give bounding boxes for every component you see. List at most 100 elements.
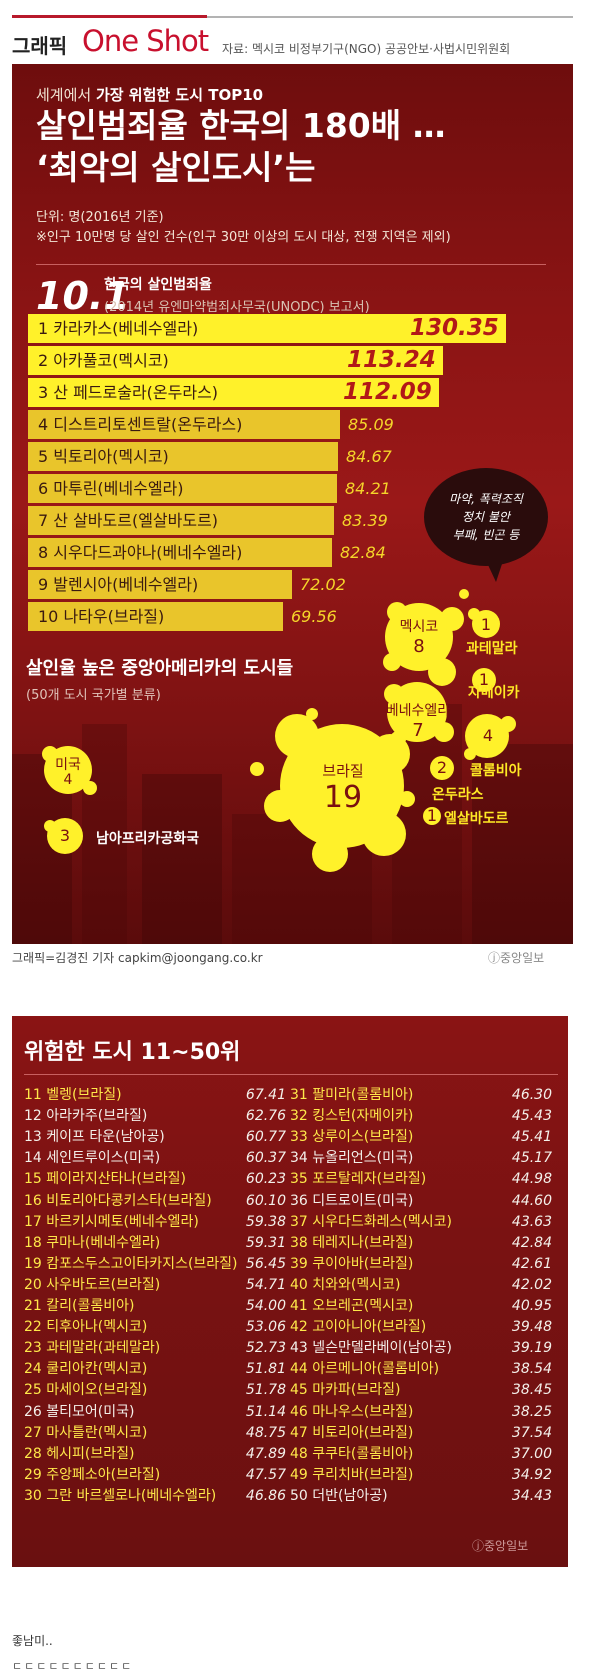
table-row: 41 오브레곤(멕시코) 40.95 <box>290 1295 552 1317</box>
row-rank: 14 <box>24 1150 47 1167</box>
row-value: 60.77 <box>245 1129 286 1146</box>
row-value: 40.95 <box>511 1298 552 1314</box>
row-name: 마나우스(브라질) <box>312 1403 414 1420</box>
row-value: 39.19 <box>511 1340 552 1357</box>
southafrica-label: 남아프리카공화국 <box>96 831 200 847</box>
row-rank: 25 <box>24 1382 47 1399</box>
joongang-logo: ⓙ중앙일보 <box>488 951 545 965</box>
bar-2 <box>28 346 443 375</box>
row-value: 37.00 <box>511 1445 552 1462</box>
bar-value-9: 72.02 <box>300 575 346 594</box>
row-value: 51.78 <box>245 1382 286 1399</box>
row-rank: 17 <box>24 1213 47 1230</box>
bar-label-1: 1 카라카스(베네수엘라) <box>38 319 199 338</box>
row-rank: 20 <box>24 1276 47 1293</box>
bar-value-6: 84.21 <box>345 479 391 498</box>
row-value: 48.75 <box>245 1424 286 1441</box>
row-value: 52.73 <box>245 1340 286 1357</box>
row-value: 39.48 <box>511 1319 552 1336</box>
row-value: 34.43 <box>511 1487 552 1504</box>
venezuela-label: 베네수엘라 <box>385 703 451 719</box>
korea-rate-label: 한국의 살인범죄율 <box>104 277 212 293</box>
row-name: 그란 바르셀로나(베네수엘라) <box>46 1487 217 1504</box>
row-rank: 45 <box>290 1382 313 1399</box>
table-row: 50 더반(남아공) 34.43 <box>290 1485 552 1507</box>
row-name: 킹스턴(자메이카) <box>312 1108 414 1125</box>
row-rank: 32 <box>290 1108 313 1125</box>
row-name: 사우바도르(브라질) <box>46 1276 161 1293</box>
row-name: 과테말라(과테말라) <box>46 1340 161 1357</box>
row-value: 59.38 <box>245 1213 286 1230</box>
row-value: 47.89 <box>245 1445 286 1462</box>
mexico-count: 8 <box>413 636 425 657</box>
row-rank: 49 <box>290 1466 313 1483</box>
table-row: 19 캄포스두스고이타카지스(브라질) 56.45 <box>24 1253 286 1275</box>
row-name: 시우다드화레스(멕시코) <box>312 1213 452 1230</box>
row-rank: 43 <box>290 1340 313 1357</box>
guatemala-count: 1 <box>480 615 492 634</box>
elsalvador-count: 1 <box>426 806 438 825</box>
row-rank: 48 <box>290 1445 313 1462</box>
row-value: 37.54 <box>511 1424 552 1441</box>
table-row: 13 케이프 타운(남아공) 60.77 <box>24 1126 286 1148</box>
row-rank: 16 <box>24 1192 47 1209</box>
table-row: 23 과테말라(과테말라) 52.73 <box>24 1337 286 1359</box>
row-name: 아르메니아(콜롬비아) <box>312 1361 440 1378</box>
bar-value-4: 85.09 <box>348 415 394 434</box>
row-name: 마세이오(브라질) <box>46 1382 148 1399</box>
southafrica-splat <box>44 818 83 854</box>
row-rank: 23 <box>24 1340 47 1357</box>
table-row: 26 볼티모어(미국) 51.14 <box>24 1401 286 1423</box>
row-name: 쿠리치바(브라질) <box>312 1466 414 1483</box>
graphic-credit: 그래픽=김경진 기자 capkim@joongang.co.kr <box>12 951 263 965</box>
table-row: 49 쿠리치바(브라질) 34.92 <box>290 1464 552 1486</box>
row-name: 쿠마나(베네수엘라) <box>46 1234 161 1251</box>
row-name: 테레지나(브라질) <box>312 1234 414 1251</box>
row-name: 비토리아다콩키스타(브라질) <box>46 1192 212 1209</box>
table-row: 36 디트로이트(미국) 44.60 <box>290 1190 552 1212</box>
row-rank: 18 <box>24 1234 47 1251</box>
row-name: 뉴올리언스(미국) <box>312 1150 414 1167</box>
row-value: 60.23 <box>245 1171 286 1188</box>
row-name: 티후아나(멕시코) <box>46 1319 148 1336</box>
venezuela-splat <box>384 682 454 747</box>
row-rank: 50 <box>290 1487 313 1504</box>
bar-value-3: 112.09 <box>343 379 432 405</box>
row-rank: 30 <box>24 1487 47 1504</box>
row-rank: 44 <box>290 1361 313 1378</box>
row-value: 34.92 <box>511 1466 552 1483</box>
top10-infographic: 세계에서 가장 위험한 도시 TOP10 살인범죄율 한국의 180배 … ‘최… <box>12 64 573 944</box>
table-row: 21 칼리(콜롬비아) 54.00 <box>24 1295 286 1317</box>
row-name: 주앙페소아(브라질) <box>46 1466 161 1483</box>
row-value: 60.37 <box>245 1150 286 1167</box>
table-row: 43 넬슨만델라베이(남아공) 39.19 <box>290 1337 552 1359</box>
row-name: 더반(남아공) <box>312 1487 388 1504</box>
jamaica-splat <box>472 668 496 692</box>
row-value: 45.17 <box>511 1150 552 1167</box>
row-name: 마카파(브라질) <box>312 1382 401 1399</box>
table-row: 27 마사틀란(멕시코) 48.75 <box>24 1422 286 1444</box>
table-row: 12 아라카주(브라질) 62.76 <box>24 1105 286 1127</box>
bar-value-7: 83.39 <box>342 511 388 530</box>
row-value: 42.84 <box>511 1234 552 1251</box>
row-name: 치와와(멕시코) <box>312 1276 401 1293</box>
row-value: 44.98 <box>511 1171 552 1188</box>
row-value: 42.02 <box>511 1276 552 1293</box>
table-row: 32 킹스턴(자메이카) 45.43 <box>290 1105 552 1127</box>
row-value: 43.63 <box>511 1213 552 1230</box>
bar-4 <box>28 410 340 439</box>
row-value: 54.71 <box>245 1276 286 1293</box>
row-name: 포르탈레자(브라질) <box>312 1171 427 1188</box>
table-row: 45 마카파(브라질) 38.45 <box>290 1379 552 1401</box>
row-name: 마사틀란(멕시코) <box>46 1424 148 1441</box>
bar-value-1: 130.35 <box>410 315 499 341</box>
venezuela-count: 7 <box>412 720 424 741</box>
bar-8 <box>28 538 332 567</box>
bar-value-8: 82.84 <box>340 543 386 562</box>
header-source: 자료: 멕시코 비정부기구(NGO) 공공안보·사법시민위원회 <box>222 42 511 56</box>
table-row: 48 쿠쿠타(콜롬비아) 37.00 <box>290 1443 552 1465</box>
table-row: 30 그란 바르셀로나(베네수엘라) 46.86 <box>24 1485 286 1507</box>
row-name: 비토리아(브라질) <box>312 1424 414 1441</box>
row-value: 38.25 <box>511 1403 552 1420</box>
bar-label-10: 10 나타우(브라질) <box>38 607 165 626</box>
